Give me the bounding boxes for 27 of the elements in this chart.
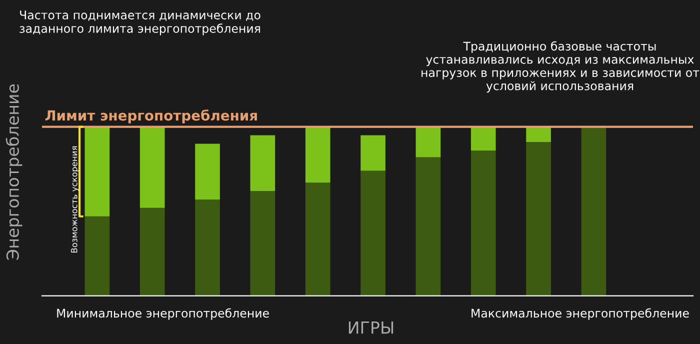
bar [526, 126, 551, 142]
bar [416, 157, 441, 296]
ref-line-label: Лимит энергопотребления [45, 110, 257, 124]
bar [195, 199, 220, 296]
bar [470, 126, 496, 150]
bar [250, 191, 276, 296]
bar [84, 216, 110, 296]
bar [360, 135, 386, 171]
annotation: Возможность ускорения [71, 146, 79, 253]
bar [470, 150, 496, 296]
bar [526, 142, 551, 296]
y-axis-title: Энергопотребление [6, 84, 22, 260]
bar [84, 126, 110, 216]
bar [360, 170, 386, 296]
text: Максимальное энергопотребление [472, 308, 689, 320]
bar [140, 208, 165, 296]
bar [416, 126, 441, 158]
bar [305, 182, 330, 296]
bar [305, 126, 330, 183]
text: Традиционно базовые частоты устанавливались исходя из максимальных нагрузок в приложениях и в зависимости от условий использования [422, 41, 700, 93]
bar [195, 144, 220, 200]
bar [140, 126, 165, 208]
text: Частота поднимается динамически до заданного лимита энергопотребления [20, 10, 260, 36]
text: Минимальное энергопотребление [57, 308, 269, 320]
x-axis-title: ИГРЫ [348, 322, 394, 334]
bar [250, 135, 276, 192]
bar [581, 126, 606, 296]
